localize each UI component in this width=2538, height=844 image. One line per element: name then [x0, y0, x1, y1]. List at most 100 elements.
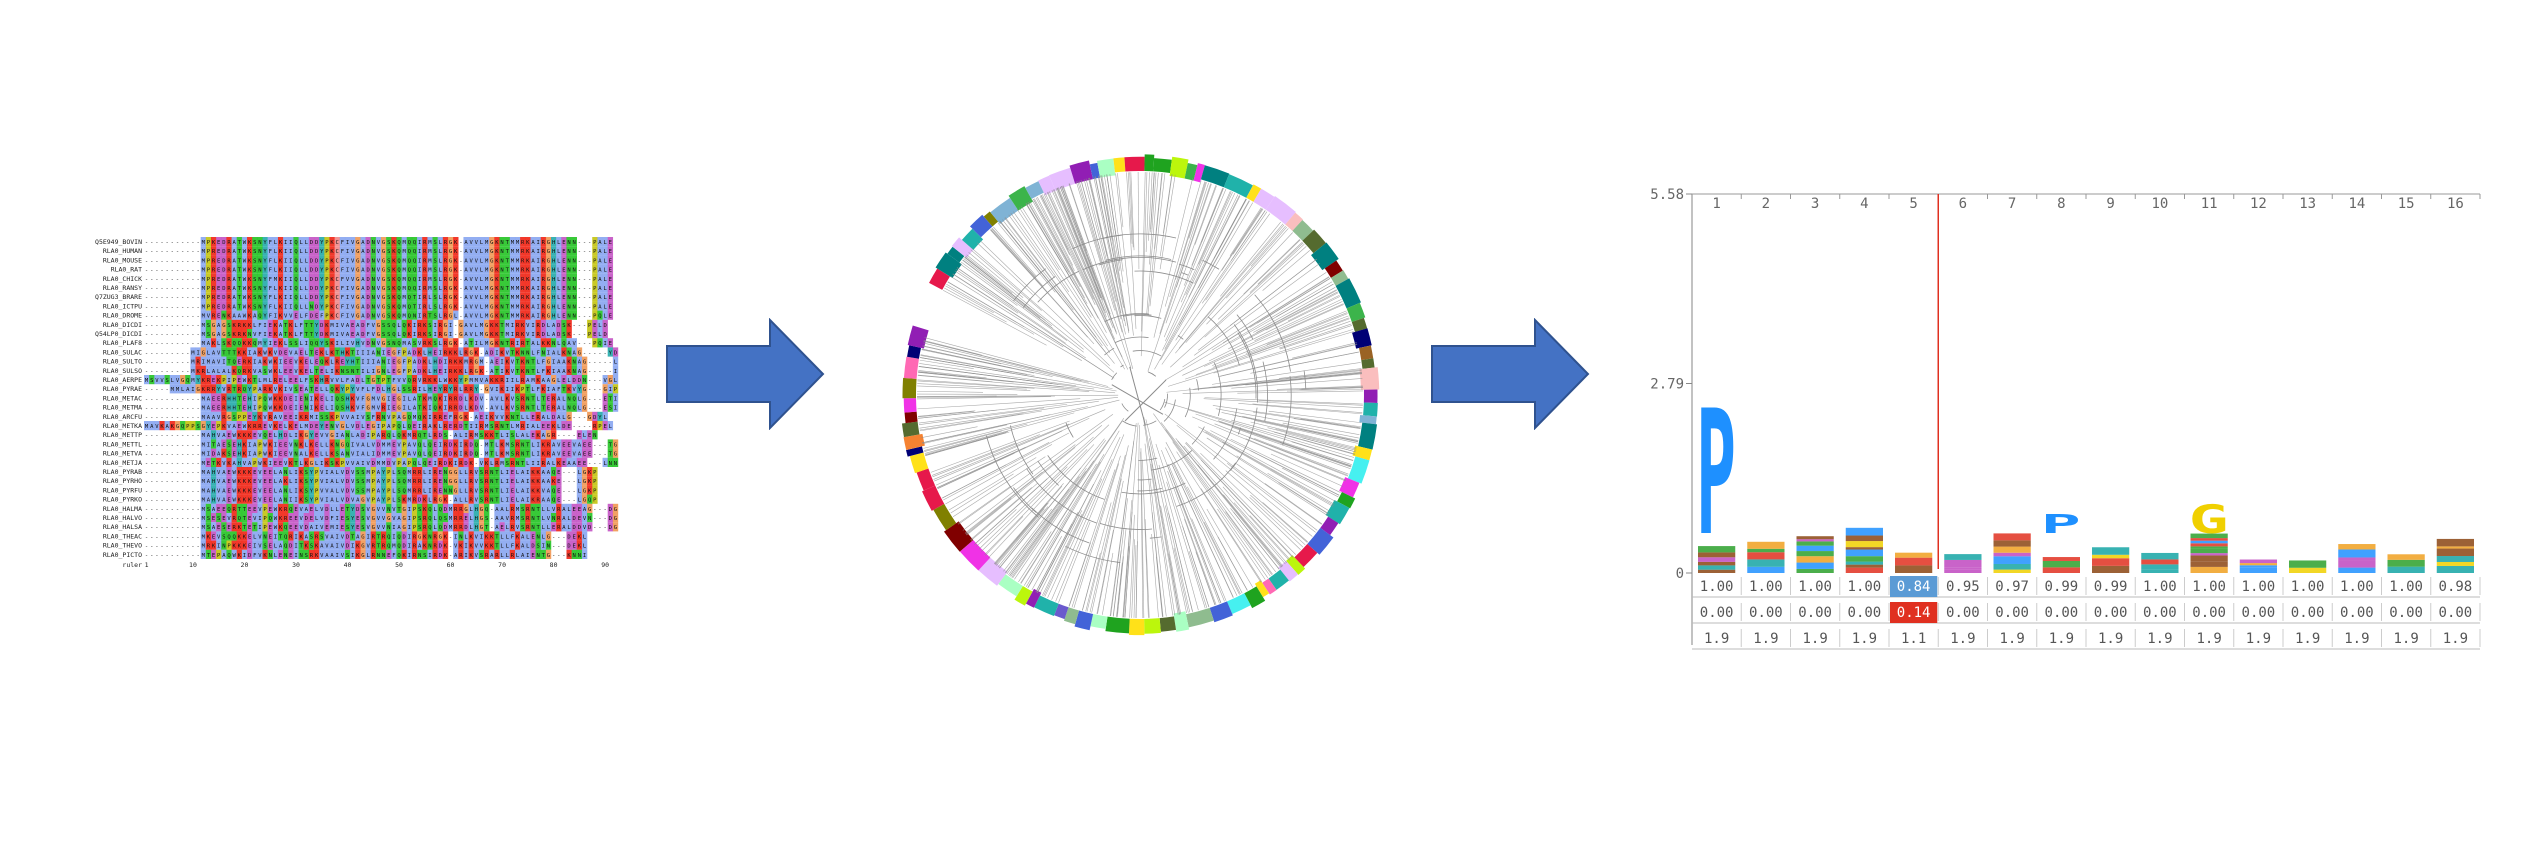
- residue-letter: -: [171, 240, 174, 246]
- residue-letter: E: [320, 369, 323, 375]
- residue-letter: D: [310, 286, 313, 292]
- residue-letter: S: [253, 295, 256, 301]
- residue-letter: Q: [253, 341, 256, 347]
- residue-letter: -: [176, 277, 179, 283]
- residue-cell: [236, 246, 243, 256]
- residue-letter: D: [310, 240, 313, 246]
- residue-letter: -: [603, 442, 606, 448]
- residue-cell: [350, 246, 356, 256]
- residue-cell: [283, 237, 289, 247]
- residue-letter: -: [567, 470, 570, 476]
- residue-letter: F: [320, 314, 323, 320]
- residue-letter: F: [341, 304, 344, 310]
- residue-letter: A: [233, 240, 237, 246]
- residue-cell: [319, 264, 325, 274]
- residue-letter: -: [181, 461, 184, 467]
- residue-letter: Q: [238, 369, 241, 375]
- residue-letter: -: [160, 323, 163, 329]
- residue-letter: F: [305, 314, 308, 320]
- residue-letter: E: [227, 433, 230, 439]
- residue-letter: E: [269, 332, 272, 338]
- residue-letter: E: [557, 498, 560, 504]
- residue-letter: I: [382, 350, 385, 356]
- residue-letter: T: [238, 268, 242, 274]
- residue-cell: [241, 237, 248, 247]
- residue-letter: -: [150, 332, 153, 338]
- residue-letter: N: [573, 314, 576, 320]
- residue-letter: -: [181, 498, 184, 504]
- residue-letter: E: [439, 479, 442, 485]
- residue-letter: Y: [320, 240, 324, 246]
- residue-letter: -: [171, 470, 174, 476]
- residue-letter: E: [392, 452, 395, 458]
- residue-letter: E: [238, 424, 241, 430]
- residue-cell: [566, 237, 572, 247]
- residue-letter: N: [372, 258, 375, 264]
- residue-letter: -: [186, 507, 189, 513]
- residue-cell: [350, 264, 356, 274]
- residue-letter: F: [299, 332, 302, 338]
- residue-letter: F: [403, 369, 406, 375]
- residue-letter: S: [305, 498, 308, 504]
- residue-letter: I: [294, 433, 297, 439]
- residue-letter: D: [310, 424, 313, 430]
- residue-letter: Q: [475, 442, 478, 448]
- sequence-name: RLA0_PLAF8: [103, 339, 142, 347]
- residue-letter: F: [346, 378, 349, 384]
- residue-cell: [540, 255, 547, 265]
- residue-letter: I: [346, 314, 349, 320]
- sequence-name: Q54LP0_DICDI: [95, 330, 142, 338]
- residue-letter: R: [423, 240, 427, 246]
- residue-letter: K: [279, 268, 283, 274]
- residue-letter: Q: [392, 332, 395, 338]
- residue-cell: [592, 246, 598, 256]
- residue-letter: H: [552, 295, 555, 301]
- residue-letter: G: [490, 240, 493, 246]
- residue-letter: -: [186, 258, 189, 264]
- residue-letter: I: [289, 498, 292, 504]
- sequence-alignment: Q5E949_BOVINRLA0_HUMANRLA0_MOUSERLA0_RAT…: [95, 237, 619, 569]
- residue-letter: I: [372, 369, 375, 375]
- residue-letter: G: [547, 240, 550, 246]
- residue-letter: -: [196, 286, 199, 292]
- residue-letter: A: [464, 258, 468, 264]
- residue-letter: D: [315, 277, 318, 283]
- residue-letter: E: [603, 424, 606, 430]
- residue-letter: -: [171, 452, 174, 458]
- residue-letter: D: [222, 249, 225, 255]
- residue-letter: E: [217, 277, 220, 283]
- residue-letter: I: [428, 415, 431, 421]
- residue-cell: [365, 237, 371, 247]
- residue-letter: E: [392, 360, 395, 366]
- residue-letter: -: [603, 360, 606, 366]
- residue-letter: G: [454, 488, 457, 494]
- residue-cell: [489, 246, 495, 256]
- residue-letter: I: [305, 341, 308, 347]
- residue-letter: -: [588, 240, 591, 246]
- residue-letter: E: [217, 249, 220, 255]
- residue-letter: I: [439, 452, 442, 458]
- residue-letter: E: [269, 433, 272, 439]
- residue-letter: I: [377, 424, 380, 430]
- residue-letter: -: [176, 249, 179, 255]
- residue-letter: -: [171, 498, 174, 504]
- residue-letter: H: [552, 249, 555, 255]
- residue-cell: [540, 237, 547, 247]
- residue-letter: S: [408, 387, 411, 393]
- sequence-name: RLA0_SULTO: [103, 358, 142, 366]
- residue-letter: Q: [408, 295, 411, 301]
- residue-letter: N: [567, 286, 570, 292]
- residue-letter: -: [181, 452, 184, 458]
- residue-letter: G: [397, 406, 400, 412]
- residue-letter: G: [603, 387, 606, 393]
- residue-letter: Q: [387, 433, 390, 439]
- residue-letter: -: [181, 360, 184, 366]
- residue-letter: E: [269, 479, 272, 485]
- residue-letter: G: [176, 424, 179, 430]
- residue-letter: I: [279, 360, 282, 366]
- residue-letter: S: [480, 479, 483, 485]
- residue-letter: S: [516, 396, 519, 402]
